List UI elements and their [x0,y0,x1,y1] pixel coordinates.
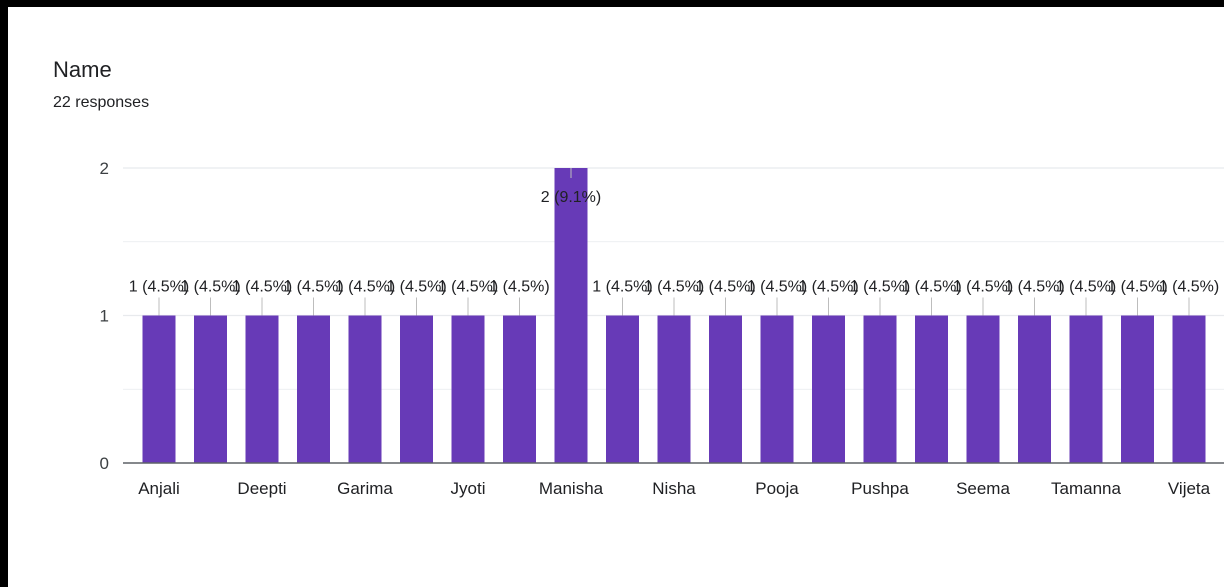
data-label: 1 (4.5%) [798,279,858,296]
x-category-label: Manisha [539,479,604,498]
x-category-label: Anjali [138,479,180,498]
data-label: 1 (4.5%) [1107,279,1167,296]
bar [348,315,382,463]
bar [194,315,227,463]
data-label: 1 (4.5%) [1056,279,1116,296]
x-category-label: Pooja [755,479,799,498]
data-label: 1 (4.5%) [1159,279,1219,296]
bar [1172,315,1206,463]
x-category-label: Seema [956,479,1010,498]
x-category-label: Vijeta [1168,479,1211,498]
x-category-label: Jyoti [451,479,486,498]
bar [503,315,536,463]
x-category-label: Nisha [652,479,696,498]
bar [915,315,948,463]
x-category-label: Pushpa [851,479,909,498]
bar [760,315,794,463]
bar [606,315,639,463]
x-category-label: Tamanna [1051,479,1121,498]
data-label: 1 (4.5%) [644,279,704,296]
bar [966,315,1000,463]
data-label: 1 (4.5%) [335,279,395,296]
bar [863,315,897,463]
question-title: Name [53,57,112,82]
bar [709,315,742,463]
data-label: 1 (4.5%) [232,279,292,296]
data-label: 1 (4.5%) [850,279,910,296]
bar [400,315,433,463]
data-label: 1 (4.5%) [180,279,240,296]
response-count: 22 responses [53,94,150,111]
data-label: 1 (4.5%) [747,279,807,296]
data-label: 1 (4.5%) [953,279,1013,296]
bar [554,168,588,463]
bar [142,315,176,463]
data-label: 1 (4.5%) [438,279,498,296]
bar [297,315,330,463]
bar [812,315,845,463]
bar [1069,315,1103,463]
x-category-label: Deepti [237,479,286,498]
bar [657,315,691,463]
y-tick-label: 0 [100,454,109,473]
data-label: 1 (4.5%) [592,279,652,296]
data-label: 1 (4.5%) [386,279,446,296]
data-label: 1 (4.5%) [489,279,549,296]
data-label: 1 (4.5%) [283,279,343,296]
chart-card: Name 22 responses 0 1 2 1 (4.5%) Anjali 1 (4.… [8,7,1224,587]
data-label: 1 (4.5%) [1004,279,1064,296]
data-label: 1 (4.5%) [129,279,189,296]
data-label: 1 (4.5%) [695,279,755,296]
bar [451,315,485,463]
x-category-label: Garima [337,479,393,498]
bar [1121,315,1154,463]
bar [1018,315,1051,463]
data-label: 2 (9.1%) [541,189,601,206]
data-label: 1 (4.5%) [901,279,961,296]
y-tick-label: 1 [100,307,109,326]
y-tick-label: 2 [100,159,109,178]
bar [245,315,279,463]
